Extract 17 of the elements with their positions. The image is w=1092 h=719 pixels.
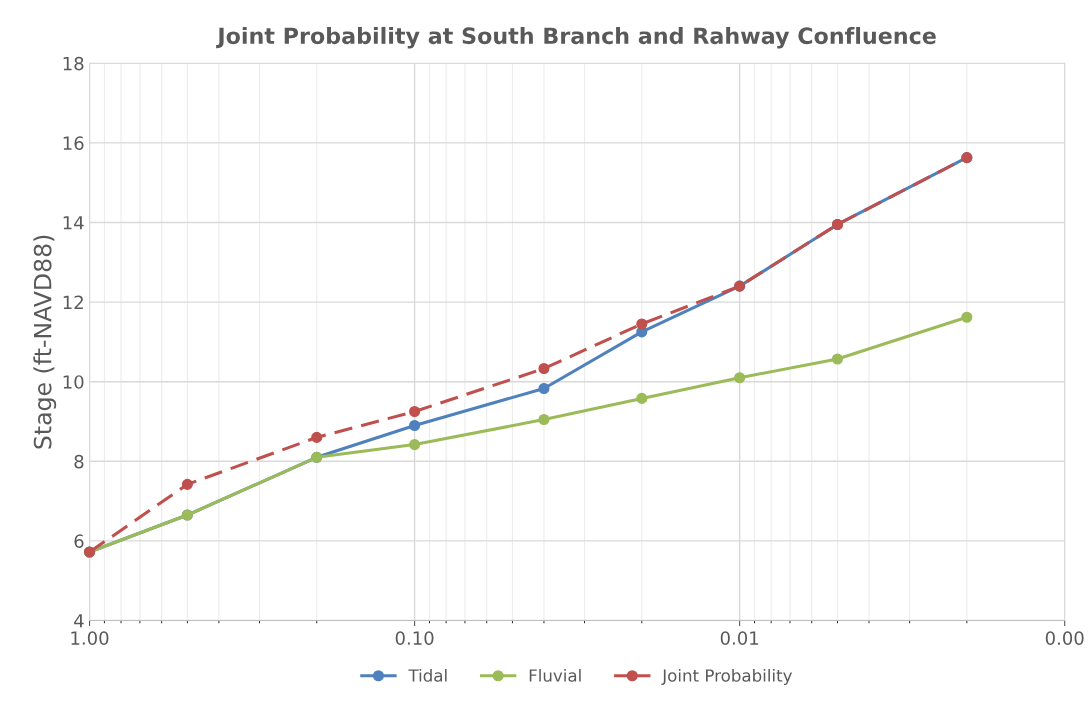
y-tick-label: 6: [74, 534, 84, 549]
y-tick-label: 10: [63, 375, 84, 389]
x-tick-label: 0.00: [1045, 631, 1084, 645]
legend-label: Fluvial: [529, 668, 581, 682]
y-tick-label: 4: [74, 614, 84, 628]
x-tick-label: 1.00: [71, 631, 109, 645]
x-tick-label: 0.10: [395, 631, 434, 645]
y-tick-label: 12: [63, 295, 83, 309]
legend-label: Tidal: [408, 668, 447, 682]
x-tick-label: 0.01: [720, 631, 759, 645]
legend-label: Joint Probability: [661, 668, 792, 686]
y-tick-label: 14: [63, 216, 84, 230]
y-axis-title: Stage (ft-NAVD88): [33, 235, 57, 449]
chart-title: Joint Probability at South Branch and Rahway Confluence: [216, 26, 936, 49]
y-tick-label: 8: [74, 454, 84, 469]
y-tick-label: 18: [63, 56, 84, 71]
y-tick-label: 16: [63, 136, 84, 150]
